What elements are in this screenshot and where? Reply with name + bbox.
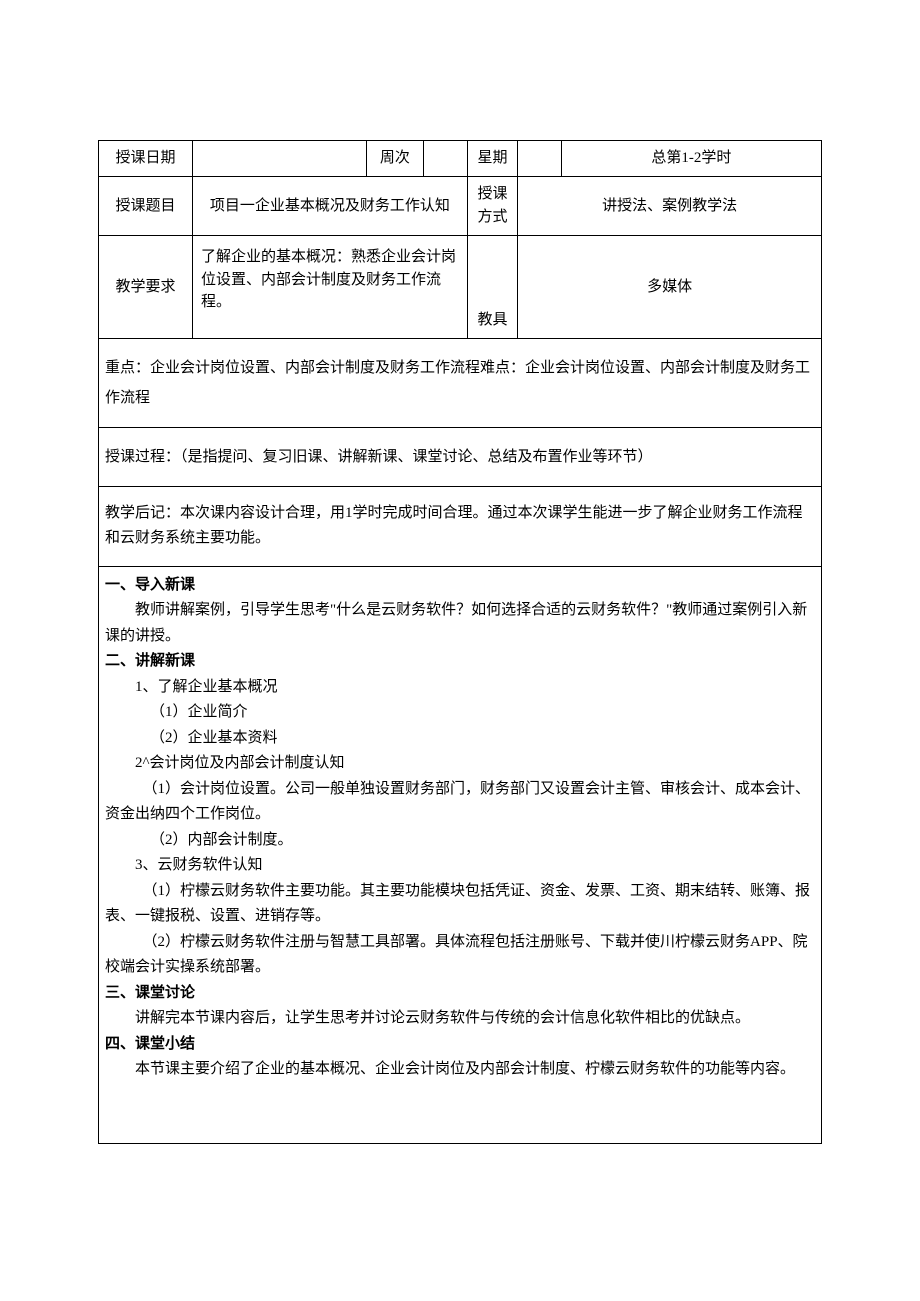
section-1-body-text: 教师讲解案例，引导学生思考"什么是云财务软件？如何选择合适的云财务软件？"教师通… — [105, 602, 807, 644]
section-1-title: 一、导入新课 — [105, 577, 195, 593]
keypoints-block: 重点：企业会计岗位设置、内部会计制度及财务工作流程难点：企业会计岗位设置、内部会… — [98, 339, 822, 428]
table-row: 授课题目 项目一企业基本概况及财务工作认知 授课方式 讲授法、案例教学法 — [99, 176, 822, 236]
section-3-body-text: 讲解完本节课内容后，让学生思考并讨论云财务软件与传统的会计信息化软件相比的优缺点… — [135, 1010, 750, 1026]
lesson-plan-page: 授课日期 周次 星期 总第1-2学时 授课题目 项目一企业基本概况及财务工作认知… — [0, 0, 920, 1204]
label-req: 教学要求 — [99, 236, 193, 339]
header-table: 授课日期 周次 星期 总第1-2学时 授课题目 项目一企业基本概况及财务工作认知… — [98, 140, 822, 339]
table-row: 授课日期 周次 星期 总第1-2学时 — [99, 141, 822, 177]
item-2-3-1: （1）柠檬云财务软件主要功能。其主要功能模块包括凭证、资金、发票、工资、期末结转… — [105, 879, 815, 930]
section-3-title: 三、课堂讨论 — [105, 985, 195, 1001]
label-topic: 授课题目 — [99, 176, 193, 236]
item-2-1-1: （1）企业简介 — [105, 700, 815, 726]
item-2-2-2: （2）内部会计制度。 — [105, 828, 815, 854]
keypoints-text: 重点：企业会计岗位设置、内部会计制度及财务工作流程难点：企业会计岗位设置、内部会… — [105, 360, 810, 406]
value-topic: 项目一企业基本概况及财务工作认知 — [192, 176, 467, 236]
process-title: 授课过程：（是指提问、复习旧课、讲解新课、课堂讨论、总结及布置作业等环节） — [105, 449, 653, 465]
item-2-2-1: （1）会计岗位设置。公司一般单独设置财务部门，财务部门又设置会计主管、审核会计、… — [105, 777, 815, 828]
table-row: 教学要求 了解企业的基本概况：熟悉企业会计岗位设置、内部会计制度及财务工作流程。… — [99, 236, 822, 339]
value-req: 了解企业的基本概况：熟悉企业会计岗位设置、内部会计制度及财务工作流程。 — [192, 236, 467, 339]
value-date — [192, 141, 366, 177]
label-week: 周次 — [366, 141, 424, 177]
label-tool: 教具 — [467, 236, 518, 339]
item-2-2: 2^会计岗位及内部会计制度认知 — [105, 751, 815, 777]
section-4-body-text: 本节课主要介绍了企业的基本概况、企业会计岗位及内部会计制度、柠檬云财务软件的功能… — [135, 1061, 795, 1077]
item-2-3: 3、云财务软件认知 — [105, 853, 815, 879]
section-4-body: 本节课主要介绍了企业的基本概况、企业会计岗位及内部会计制度、柠檬云财务软件的功能… — [105, 1057, 815, 1083]
item-2-3-2-text: （2）柠檬云财务软件注册与智慧工具部署。具体流程包括注册账号、下载并使川柠檬云财… — [105, 934, 808, 976]
section-2-title: 二、讲解新课 — [105, 653, 195, 669]
label-method: 授课方式 — [467, 176, 518, 236]
item-2-2-1-text: （1）会计岗位设置。公司一般单独设置财务部门，财务部门又设置会计主管、审核会计、… — [105, 781, 810, 823]
section-1-body: 教师讲解案例，引导学生思考"什么是云财务软件？如何选择合适的云财务软件？"教师通… — [105, 598, 815, 649]
postnote-text: 教学后记：本次课内容设计合理，用1学时完成时间合理。通过本次课学生能进一步了解企… — [105, 505, 803, 547]
label-date: 授课日期 — [99, 141, 193, 177]
section-3-body: 讲解完本节课内容后，让学生思考并讨论云财务软件与传统的会计信息化软件相比的优缺点… — [105, 1006, 815, 1032]
label-day: 星期 — [467, 141, 518, 177]
value-method: 讲授法、案例教学法 — [518, 176, 822, 236]
section-4-title: 四、课堂小结 — [105, 1036, 195, 1052]
item-2-3-1-text: （1）柠檬云财务软件主要功能。其主要功能模块包括凭证、资金、发票、工资、期末结转… — [105, 883, 810, 925]
item-2-1: 1、了解企业基本概况 — [105, 675, 815, 701]
postnote-block: 教学后记：本次课内容设计合理，用1学时完成时间合理。通过本次课学生能进一步了解企… — [98, 487, 822, 567]
content-block: 一、导入新课 教师讲解案例，引导学生思考"什么是云财务软件？如何选择合适的云财务… — [98, 567, 822, 1144]
value-tool: 多媒体 — [518, 236, 822, 339]
process-block: 授课过程：（是指提问、复习旧课、讲解新课、课堂讨论、总结及布置作业等环节） — [98, 428, 822, 487]
value-week — [424, 141, 467, 177]
item-2-3-2: （2）柠檬云财务软件注册与智慧工具部署。具体流程包括注册账号、下载并使川柠檬云财… — [105, 930, 815, 981]
value-day — [518, 141, 561, 177]
item-2-1-2: （2）企业基本资料 — [105, 726, 815, 752]
value-period: 总第1-2学时 — [561, 141, 821, 177]
